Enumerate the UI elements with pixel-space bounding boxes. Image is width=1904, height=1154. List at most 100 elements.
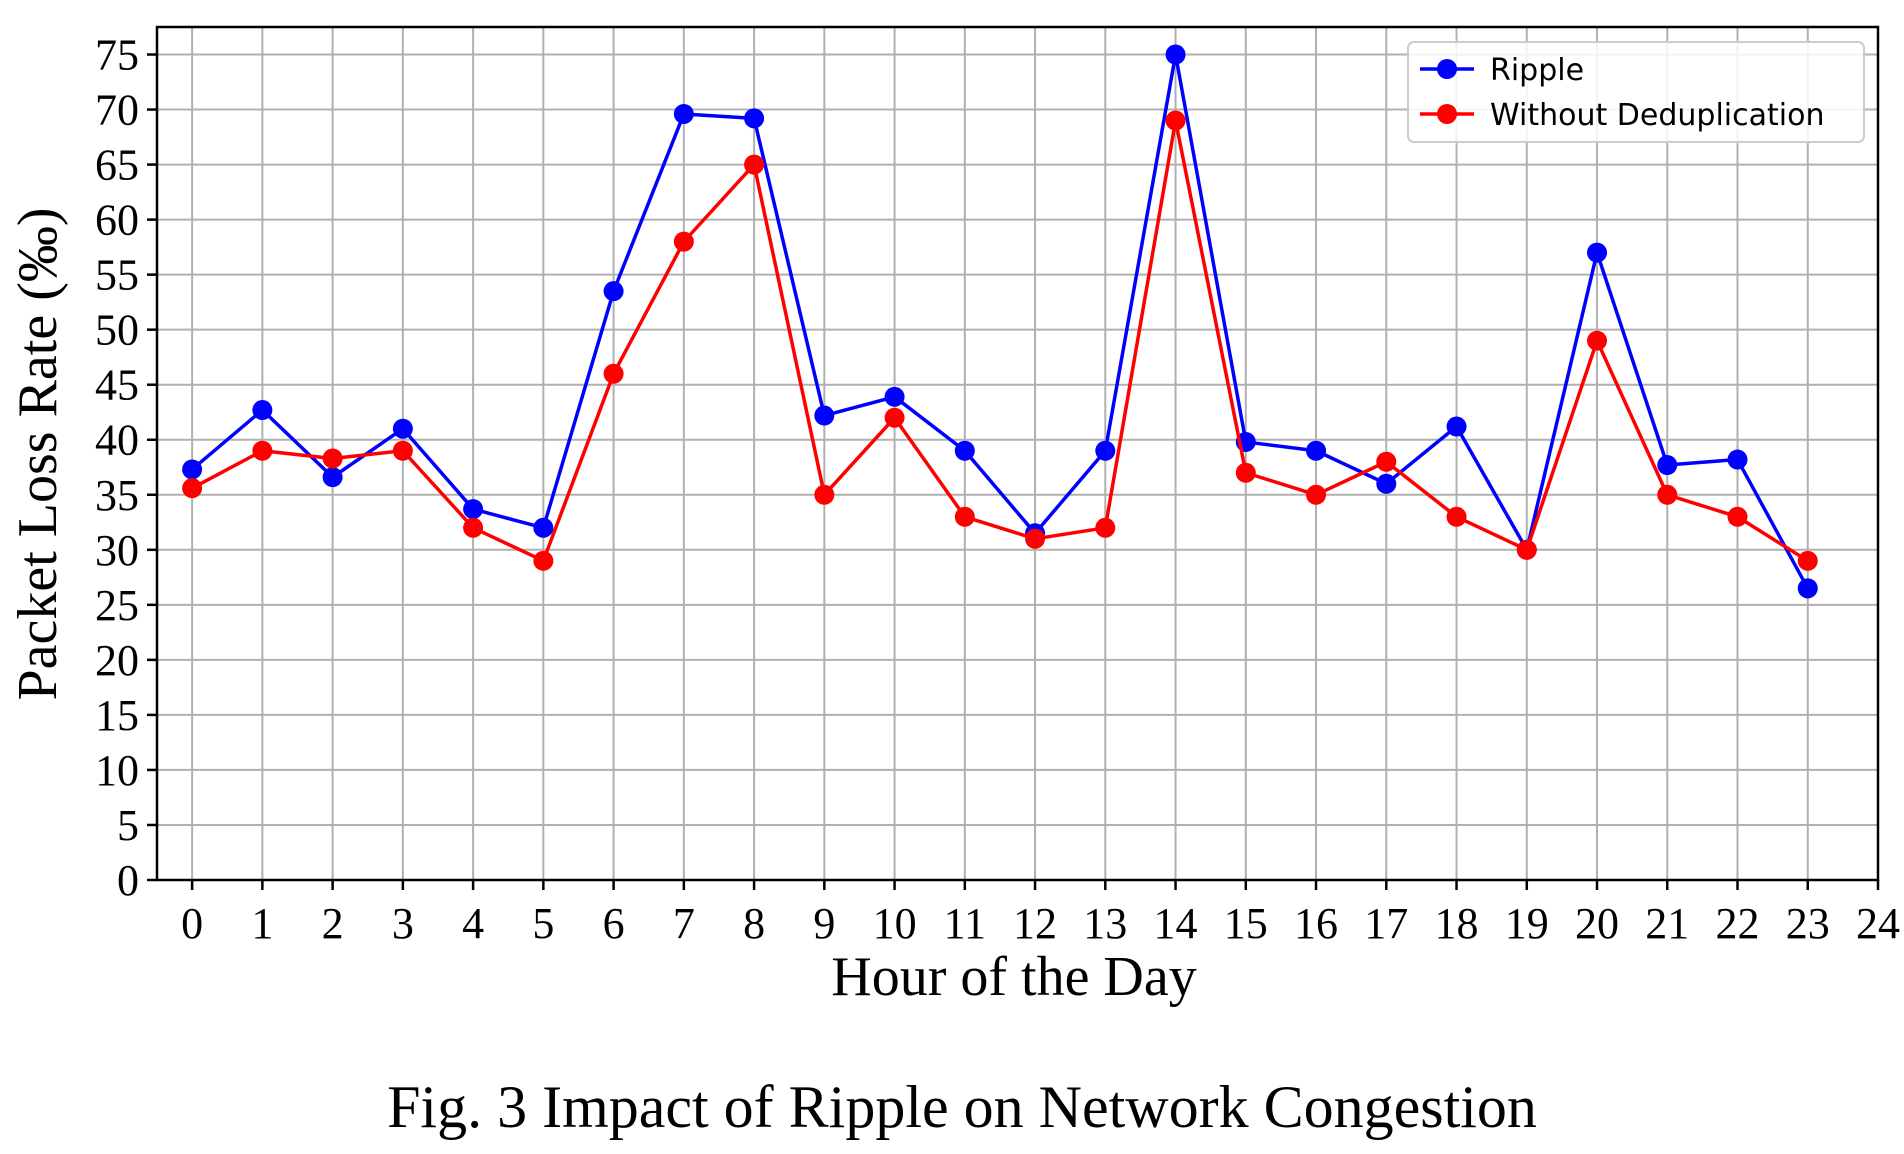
x-tick-label: 7: [673, 899, 695, 948]
y-tick-label: 35: [95, 471, 139, 520]
data-point-without-deduplication: [1446, 506, 1467, 527]
data-point-ripple: [603, 281, 624, 302]
data-point-without-deduplication: [182, 478, 203, 499]
y-tick-label: 70: [95, 86, 139, 135]
data-point-without-deduplication: [1235, 462, 1256, 483]
x-tick-label: 15: [1224, 899, 1268, 948]
y-tick-label: 20: [95, 636, 139, 685]
data-point-without-deduplication: [1587, 330, 1608, 351]
data-point-ripple: [1446, 416, 1467, 437]
data-point-without-deduplication: [1797, 550, 1818, 571]
data-point-without-deduplication: [1516, 539, 1537, 560]
data-point-ripple: [884, 386, 905, 407]
data-point-without-deduplication: [673, 231, 694, 252]
x-tick-label: 19: [1505, 899, 1549, 948]
data-point-without-deduplication: [1306, 484, 1327, 505]
legend-marker-ripple: [1437, 59, 1457, 79]
x-axis-title: Hour of the Day: [831, 946, 1196, 1008]
data-point-without-deduplication: [954, 506, 975, 527]
x-tick-label: 2: [322, 899, 344, 948]
data-point-ripple: [392, 418, 413, 439]
y-tick-label: 15: [95, 691, 139, 740]
data-point-ripple: [322, 467, 343, 488]
data-point-ripple: [182, 459, 203, 480]
data-point-without-deduplication: [1376, 451, 1397, 472]
x-tick-label: 24: [1856, 899, 1900, 948]
x-tick-label: 11: [944, 899, 986, 948]
data-point-without-deduplication: [1657, 484, 1678, 505]
data-point-without-deduplication: [463, 517, 484, 538]
y-tick-label: 50: [95, 306, 139, 355]
series-line-without-deduplication: [191, 118, 1809, 563]
x-tick-label: 17: [1364, 899, 1408, 948]
data-point-ripple: [1306, 440, 1327, 461]
axis-ticks: 0 1 2 3 4 5 6 7 8 9 10 11 12 13 14 15 16 17 18 19 20 21 22 23 24…: [95, 31, 1900, 948]
data-point-without-deduplication: [603, 363, 624, 384]
x-tick-label: 14: [1154, 899, 1198, 948]
y-tick-label: 45: [95, 361, 139, 410]
y-tick-label: 75: [95, 31, 139, 80]
data-point-without-deduplication: [392, 440, 413, 461]
data-point-ripple: [1657, 455, 1678, 476]
data-point-ripple: [673, 103, 694, 124]
data-point-without-deduplication: [744, 154, 765, 175]
x-tick-label: 5: [532, 899, 554, 948]
y-tick-label: 65: [95, 141, 139, 190]
data-point-without-deduplication: [1025, 528, 1046, 549]
data-point-ripple: [1797, 578, 1818, 599]
data-point-without-deduplication: [814, 484, 835, 505]
x-tick-label: 21: [1645, 899, 1689, 948]
data-point-without-deduplication: [1095, 517, 1116, 538]
data-point-without-deduplication: [1727, 506, 1748, 527]
data-point-ripple: [814, 405, 835, 426]
data-point-ripple: [1095, 440, 1116, 461]
data-point-without-deduplication: [533, 550, 554, 571]
y-tick-label: 40: [95, 416, 139, 465]
data-point-without-deduplication: [252, 440, 273, 461]
data-point-ripple: [1165, 44, 1186, 65]
data-point-without-deduplication: [1165, 110, 1186, 131]
x-tick-label: 10: [873, 899, 917, 948]
x-tick-label: 9: [813, 899, 835, 948]
x-tick-label: 6: [603, 899, 625, 948]
y-axis-title: Packet Loss Rate (‰): [7, 208, 69, 701]
series-line-ripple: [190, 52, 1810, 590]
data-point-ripple: [954, 440, 975, 461]
x-tick-label: 18: [1435, 899, 1479, 948]
data-point-ripple: [533, 517, 554, 538]
y-tick-label: 25: [95, 581, 139, 630]
data-point-ripple: [1376, 473, 1397, 494]
x-tick-label: 3: [392, 899, 414, 948]
x-tick-label: 4: [462, 899, 484, 948]
series-lines: [182, 44, 1818, 599]
x-tick-label: 22: [1716, 899, 1760, 948]
x-tick-label: 1: [251, 899, 273, 948]
x-tick-label: 0: [181, 899, 203, 948]
legend-marker-without-deduplication: [1437, 104, 1457, 124]
y-tick-label: 55: [95, 251, 139, 300]
x-tick-label: 8: [743, 899, 765, 948]
x-tick-label: 16: [1294, 899, 1338, 948]
data-point-without-deduplication: [884, 407, 905, 428]
y-tick-label: 0: [117, 856, 139, 905]
data-point-ripple: [463, 499, 484, 520]
plot-area-frame: [155, 25, 1880, 882]
figure-caption: Fig. 3 Impact of Ripple on Network Conge…: [387, 1074, 1537, 1140]
data-point-ripple: [252, 400, 273, 421]
x-tick-label: 13: [1083, 899, 1127, 948]
data-point-ripple: [744, 108, 765, 129]
y-tick-label: 10: [95, 746, 139, 795]
y-tick-label: 5: [117, 801, 139, 850]
y-tick-label: 30: [95, 526, 139, 575]
legend: Ripple Without Deduplication: [1407, 41, 1865, 143]
data-point-without-deduplication: [322, 448, 343, 469]
legend-box: [1407, 41, 1865, 143]
legend-label-ripple: Ripple: [1490, 53, 1584, 88]
y-tick-label: 60: [95, 196, 139, 245]
series-without-deduplication: [182, 110, 1818, 571]
data-point-ripple: [1727, 449, 1748, 470]
x-tick-label: 20: [1575, 899, 1619, 948]
legend-label-without-deduplication: Without Deduplication: [1490, 98, 1824, 133]
x-tick-label: 12: [1013, 899, 1057, 948]
